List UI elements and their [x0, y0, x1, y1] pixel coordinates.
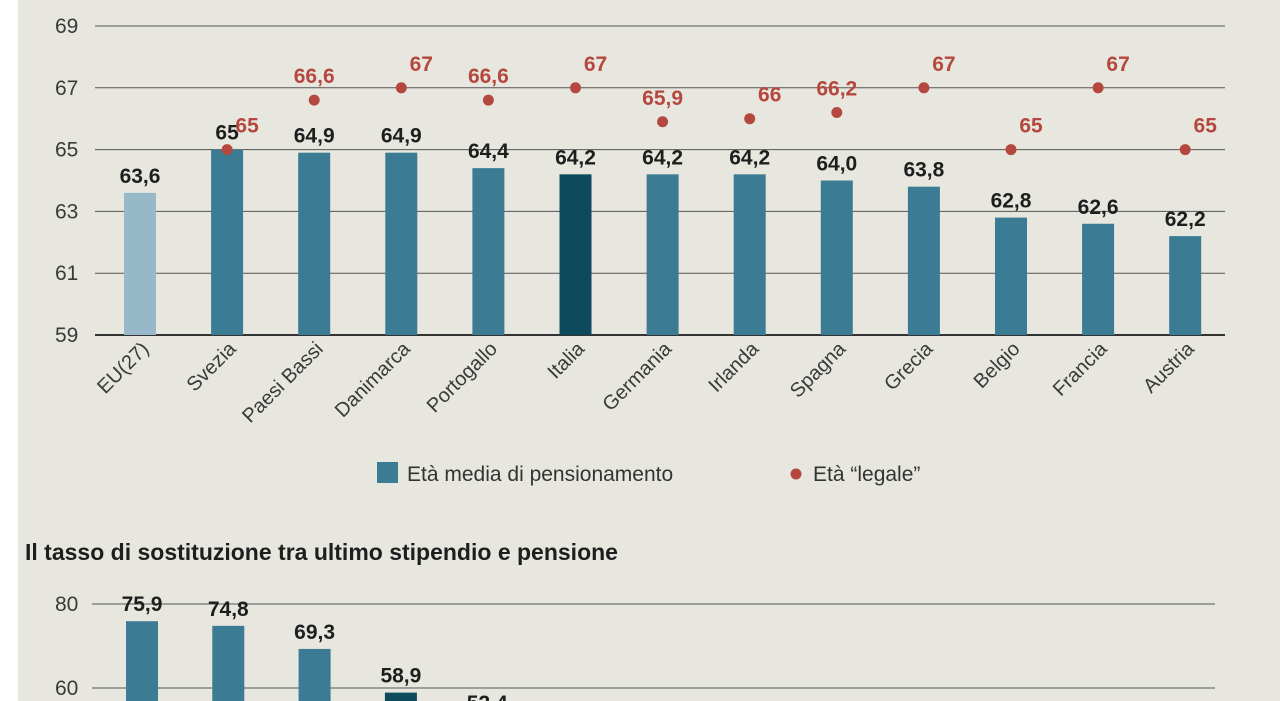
category-label: Germania — [598, 337, 676, 415]
bar-spagna — [820, 180, 853, 335]
legal-age-label: 66 — [758, 84, 781, 107]
y-tick-label: 69 — [55, 15, 78, 38]
bar-value-label: 64,9 — [294, 125, 335, 148]
bar-value-label: 62,8 — [991, 190, 1032, 213]
bar-value-label: 63,8 — [903, 159, 944, 182]
legal-age-label: 66,6 — [468, 65, 509, 88]
chart2-bar-value-label: 75,9 — [122, 593, 163, 616]
bar-value-label: 64,2 — [729, 146, 770, 169]
legal-age-label: 65 — [1019, 115, 1043, 138]
category-label: Francia — [1049, 337, 1112, 400]
category-label: Irlanda — [704, 337, 763, 396]
chart-panel — [18, 0, 1280, 701]
legal-age-dot — [482, 94, 494, 106]
legal-age-label: 65,9 — [642, 87, 683, 110]
legal-age-label: 67 — [932, 53, 955, 76]
legal-age-label: 67 — [1106, 53, 1129, 76]
bar-value-label: 64,2 — [642, 146, 683, 169]
bar-danimarca — [385, 152, 418, 335]
bar-germania — [646, 174, 679, 335]
legal-age-dot — [1179, 144, 1191, 156]
legend-dot-label: Età “legale” — [813, 463, 920, 486]
category-label: Belgio — [970, 338, 1025, 393]
legend-bar-label: Età media di pensionamento — [407, 463, 673, 486]
bar-value-label: 64,0 — [816, 153, 857, 176]
legal-age-dot — [657, 116, 669, 128]
category-label: Austria — [1139, 337, 1199, 397]
legal-age-dot — [831, 107, 843, 119]
category-label: EU(27) — [93, 338, 153, 398]
chart2-bar — [126, 621, 158, 701]
chart2-bar-value-label: 52,4 — [467, 692, 508, 701]
y-tick-label: 67 — [55, 77, 78, 100]
bar-value-label: 64,4 — [468, 140, 509, 163]
bar-value-label: 63,6 — [120, 165, 161, 188]
category-label: Portogallo — [423, 338, 502, 417]
legal-age-dot — [918, 82, 930, 94]
legal-age-label: 66,2 — [816, 78, 857, 101]
legal-age-dot — [221, 144, 233, 156]
y-tick-label: 63 — [55, 200, 78, 223]
bar-eu-27- — [124, 192, 156, 335]
chart2-bar — [384, 692, 417, 701]
bar-francia — [1082, 223, 1115, 335]
legal-age-dot — [1092, 82, 1104, 94]
y-tick-label: 80 — [55, 593, 78, 616]
legend-bar-swatch — [377, 462, 398, 483]
legal-age-label: 67 — [584, 53, 607, 76]
category-label: Svezia — [183, 337, 242, 396]
legal-age-dot — [308, 94, 320, 106]
y-tick-label: 61 — [55, 262, 78, 285]
y-tick-label: 59 — [55, 324, 78, 347]
bar-paesi-bassi — [298, 152, 331, 335]
bar-grecia — [907, 186, 940, 335]
bar-value-label: 64,2 — [555, 146, 596, 169]
chart2-bar — [298, 648, 331, 701]
legend-dot-swatch — [790, 468, 802, 480]
y-tick-label: 65 — [55, 139, 78, 162]
category-label: Grecia — [880, 337, 938, 395]
bar-austria — [1169, 236, 1202, 335]
bar-value-label: 64,9 — [381, 125, 422, 148]
y-tick-label: 60 — [55, 677, 78, 700]
chart2-bar-value-label: 69,3 — [294, 621, 335, 644]
legal-age-dot — [1005, 144, 1017, 156]
bar-svezia — [211, 149, 244, 335]
chart2-bar — [212, 625, 245, 701]
chart2-bar-value-label: 58,9 — [380, 665, 421, 688]
chart2-title: Il tasso di sostituzione tra ultimo stip… — [25, 539, 618, 565]
legal-age-label: 66,6 — [294, 65, 335, 88]
bar-value-label: 62,2 — [1165, 208, 1206, 231]
bar-value-label: 62,6 — [1078, 196, 1119, 219]
bar-italia — [559, 174, 592, 335]
category-label: Italia — [544, 337, 590, 383]
category-label: Spagna — [786, 337, 851, 402]
legal-age-dot — [395, 82, 407, 94]
legal-age-dot — [744, 113, 756, 125]
chart2-bar-value-label: 74,8 — [208, 598, 249, 621]
legal-age-label: 67 — [410, 53, 433, 76]
legal-age-label: 65 — [235, 115, 259, 138]
legal-age-label: 65 — [1194, 115, 1218, 138]
bar-irlanda — [733, 174, 766, 335]
category-label: Paesi Bassi — [238, 338, 327, 427]
category-label: Danimarca — [331, 337, 416, 422]
bar-value-label: 65 — [215, 122, 239, 145]
legal-age-dot — [570, 82, 581, 94]
bar-belgio — [995, 217, 1027, 335]
bar-portogallo — [472, 168, 505, 335]
